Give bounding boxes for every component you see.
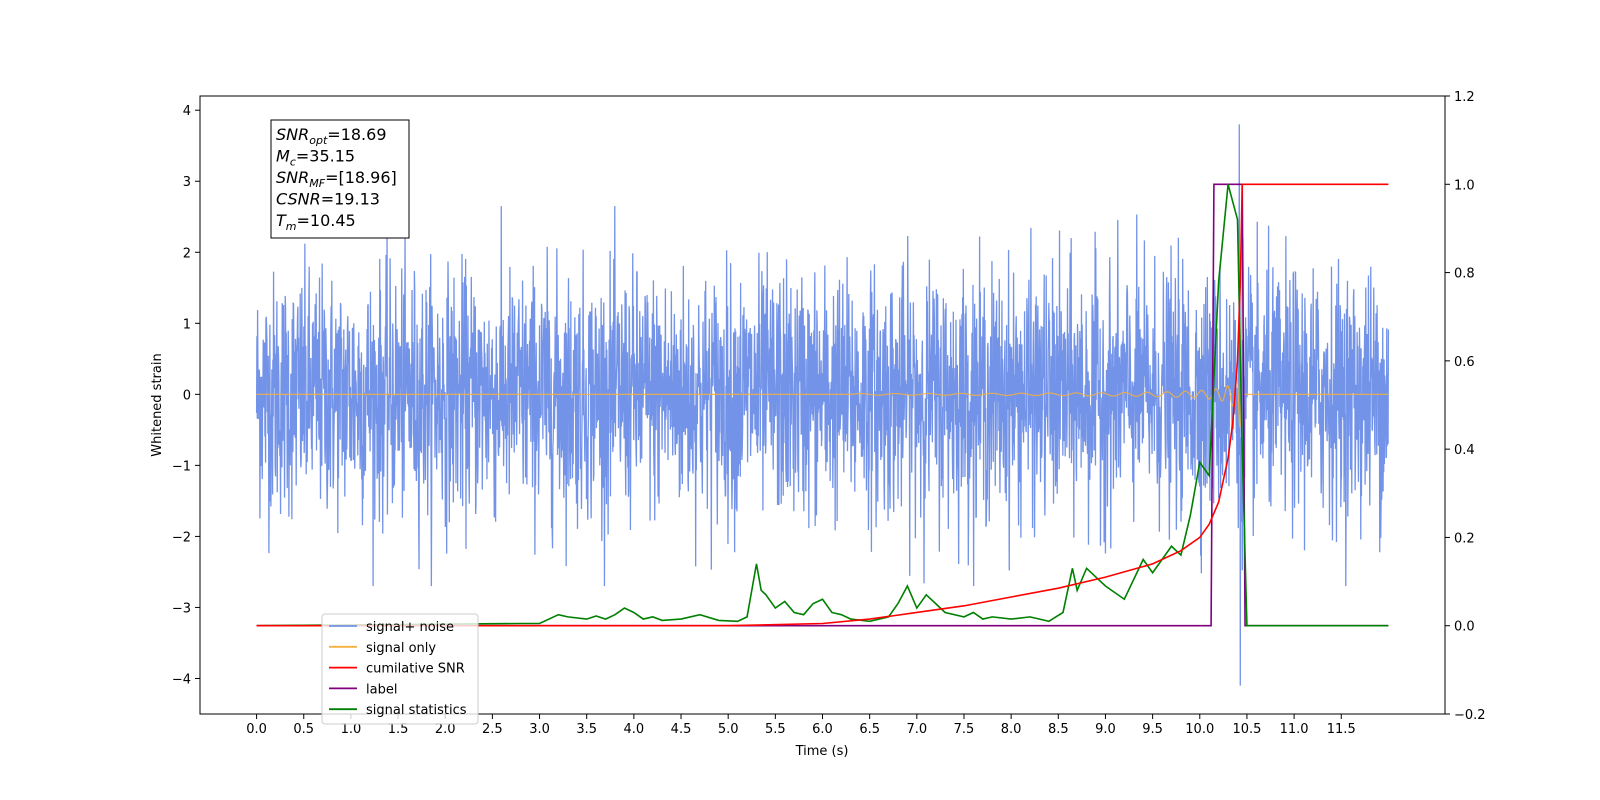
- x-tick-label: 11.0: [1280, 722, 1309, 737]
- y-tick-right-label: 0.0: [1454, 620, 1475, 635]
- y-tick-left-label: 1: [183, 317, 191, 332]
- x-tick-label: 1.5: [388, 722, 409, 737]
- x-tick-label: 2.0: [435, 722, 456, 737]
- annotation-frame: [270, 119, 410, 239]
- legend-label: label: [366, 682, 397, 697]
- x-tick-label: 0.0: [246, 722, 267, 737]
- x-tick-label: 0.5: [293, 722, 314, 737]
- annotation-line: Mc=35.15: [276, 147, 355, 169]
- signal-only-series: [256, 238, 1389, 428]
- x-tick-label: 6.0: [812, 722, 833, 737]
- x-tick-label: 10.0: [1185, 722, 1214, 737]
- annotation-line: SNRMF=[18.96]: [276, 168, 397, 190]
- y-tick-left-label: −1: [172, 459, 191, 474]
- x-tick-label: 8.0: [1001, 722, 1022, 737]
- x-tick-label: 7.5: [954, 722, 975, 737]
- x-tick-label: 10.5: [1232, 722, 1261, 737]
- y-tick-right-label: −0.2: [1454, 708, 1486, 723]
- y-tick-right-label: 1.2: [1454, 90, 1475, 105]
- legend-label: signal statistics: [366, 703, 467, 718]
- y-axis-right: 1.2 1.0 0.8 0.6 0.4 0.2 0.0 −0.2: [1445, 90, 1486, 723]
- y-tick-left-label: 4: [183, 104, 191, 119]
- x-tick-label: 3.5: [576, 722, 597, 737]
- y-tick-left-label: −4: [172, 672, 191, 687]
- right-axis-series: [256, 183, 1389, 627]
- legend-label: signal+ noise: [366, 620, 454, 635]
- x-tick-label: 1.0: [341, 722, 362, 737]
- legend: signal+ noise signal only cumilative SNR la…: [321, 613, 479, 725]
- x-tick-label: 11.5: [1327, 722, 1356, 737]
- x-tick-label: 3.0: [529, 722, 550, 737]
- y-tick-right-label: 0.6: [1454, 355, 1475, 370]
- x-tick-label: 9.0: [1095, 722, 1116, 737]
- legend-frame: [321, 613, 479, 725]
- y-tick-left-label: 2: [183, 246, 191, 261]
- annotation-box: SNRopt=18.69Mc=35.15SNRMF=[18.96]CSNR=19…: [270, 119, 410, 239]
- y-tick-left-label: −3: [172, 601, 191, 616]
- y-tick-left-label: −2: [172, 530, 191, 545]
- y-tick-right-label: 0.2: [1454, 531, 1475, 546]
- x-tick-label: 6.5: [859, 722, 880, 737]
- x-tick-label: 4.0: [624, 722, 645, 737]
- annotation-line: CSNR=19.13: [276, 190, 380, 209]
- x-tick-label: 7.0: [906, 722, 927, 737]
- annotation-line: SNRopt=18.69: [276, 125, 387, 147]
- y-axis-label: Whitened strain: [150, 353, 165, 456]
- y-tick-left-label: 0: [183, 388, 191, 403]
- x-tick-label: 5.5: [765, 722, 786, 737]
- cumilative-snr-line: [256, 183, 1389, 627]
- legend-label: cumilative SNR: [366, 662, 465, 677]
- y-tick-left-label: 3: [183, 175, 191, 190]
- y-tick-right-label: 0.8: [1454, 267, 1475, 282]
- x-tick-label: 8.5: [1048, 722, 1069, 737]
- y-tick-right-label: 1.0: [1454, 178, 1475, 193]
- x-axis: 0.0 0.5 1.0 1.5 2.0 2.5 3.0 3.5 4.0 4.5 5.0 5.5 6.0 6…: [246, 714, 1356, 737]
- x-tick-label: 4.5: [671, 722, 692, 737]
- y-tick-right-label: 0.4: [1454, 443, 1475, 458]
- y-axis-left: 4 3 2 1 0 −1 −2 −3 −4: [172, 104, 200, 687]
- signal-noise-series: [255, 124, 1390, 686]
- signal-only-line: [256, 238, 1389, 428]
- annotation-line: Tm=10.45: [276, 211, 356, 233]
- x-tick-label: 9.5: [1142, 722, 1163, 737]
- x-tick-label: 2.5: [482, 722, 503, 737]
- x-tick-label: 5.0: [718, 722, 739, 737]
- x-axis-label: Time (s): [795, 744, 849, 759]
- legend-label: signal only: [366, 641, 436, 656]
- signal-noise-line: [255, 124, 1390, 686]
- signal-statistics-line: [256, 184, 1389, 627]
